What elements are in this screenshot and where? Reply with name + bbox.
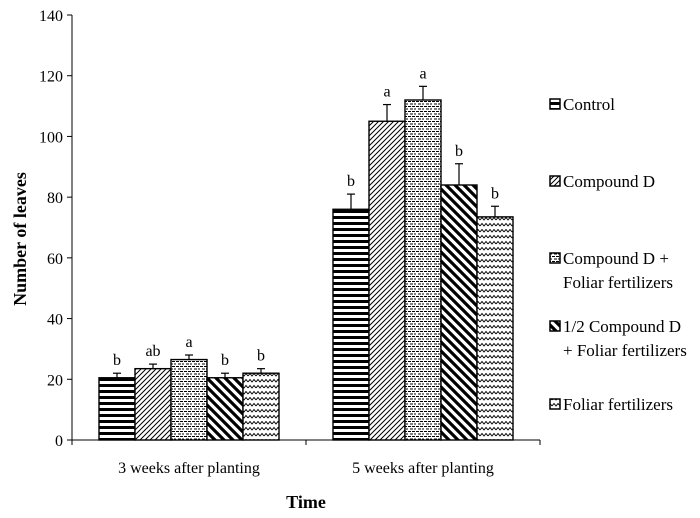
legend-label: Foliar fertilizers (563, 395, 673, 414)
bar-0-1 (134, 367, 172, 441)
error-bar (347, 193, 355, 210)
significance-label: a (185, 334, 192, 351)
x-tick-label: 5 weeks after planting (352, 460, 494, 477)
y-tick-label: 40 (47, 312, 63, 329)
bar-1-2 (404, 99, 442, 441)
bar-1-1 (368, 120, 406, 441)
legend-swatch (549, 252, 561, 264)
y-tick-label: 0 (55, 433, 63, 450)
error-bar (419, 85, 427, 100)
legend-label: Control (563, 95, 615, 114)
error-bar (221, 372, 229, 378)
y-tick-group: 0 20 40 60 80 100 120 140 (39, 8, 72, 450)
y-tick-label: 20 (47, 372, 63, 389)
legend-swatch (549, 175, 561, 187)
x-tick-label: 3 weeks after planting (118, 460, 260, 477)
error-bar (455, 163, 463, 185)
legend-label: 1/2 Compound D (563, 317, 681, 336)
x-axis-title: Time (286, 492, 326, 512)
bar-0-4 (242, 372, 280, 441)
legend-swatch (549, 320, 561, 332)
bar-0-3 (206, 377, 244, 441)
legend-label: Compound D + (563, 249, 669, 268)
significance-label: b (455, 143, 463, 160)
legend-swatch (549, 398, 561, 410)
y-tick-label: 60 (47, 251, 63, 268)
legend-label: Compound D (563, 172, 655, 191)
error-bar (257, 368, 265, 374)
y-tick-label: 80 (47, 190, 63, 207)
legend-label: + Foliar fertilizers (563, 341, 687, 360)
error-bar (491, 205, 499, 217)
legend-swatch (549, 98, 561, 110)
significance-label: b (113, 352, 121, 369)
error-bar (113, 372, 121, 378)
significance-label: b (221, 352, 229, 369)
bar-group (98, 99, 514, 441)
y-tick-label: 120 (39, 69, 63, 86)
bar-1-4 (476, 216, 514, 441)
legend-item: Compound D (549, 172, 655, 191)
y-axis-title: Number of leaves (10, 172, 30, 306)
legend-item: Control (549, 95, 615, 114)
legend-item: Compound D + Foliar fertilizers (549, 249, 673, 292)
error-bar (185, 354, 193, 360)
significance-label: b (257, 348, 265, 365)
bar-0-0 (98, 377, 136, 441)
significance-label: a (419, 65, 426, 82)
legend-label: Foliar fertilizers (563, 273, 673, 292)
legend-item: 1/2 Compound D + Foliar fertilizers (549, 317, 687, 360)
bar-1-0 (332, 208, 370, 441)
significance-label: a (383, 84, 390, 101)
significance-label: b (347, 173, 355, 190)
significance-label: ab (145, 343, 160, 360)
legend: Control Compound D Compound D + Foliar fert… (549, 95, 687, 414)
y-tick-label: 140 (39, 8, 63, 25)
error-bar (149, 363, 157, 369)
x-tick-group: 3 weeks after planting 5 weeks after plan… (71, 440, 541, 477)
y-tick-label: 100 (39, 129, 63, 146)
error-bar (383, 103, 391, 122)
bar-1-3 (440, 184, 478, 441)
error-bar-group (113, 85, 499, 378)
legend-item: Foliar fertilizers (549, 395, 673, 414)
bar-0-2 (170, 358, 208, 441)
significance-label: b (491, 185, 499, 202)
